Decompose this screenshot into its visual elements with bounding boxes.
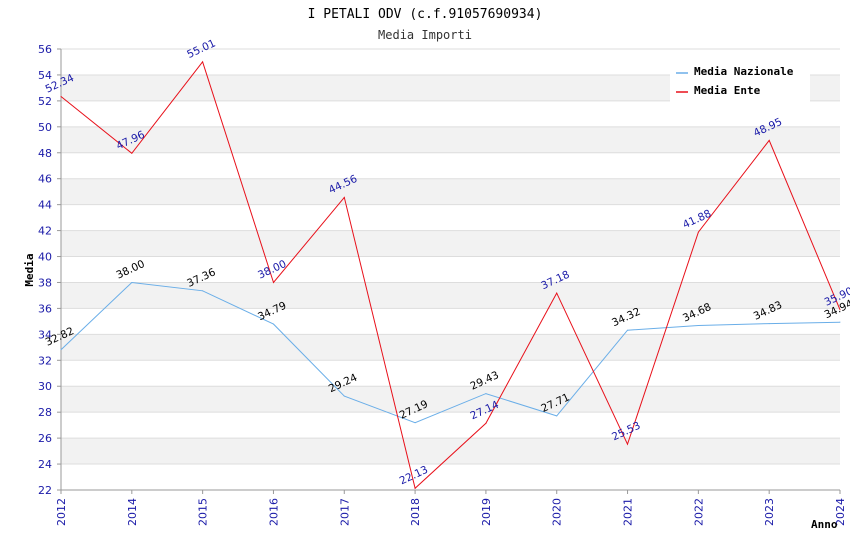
x-tick-label: 2012 [55,498,68,526]
series-line-media-ente [60,60,841,490]
y-tick-label: 38 [38,276,52,289]
y-tick-label: 40 [38,251,52,264]
data-point [485,422,487,424]
data-point [839,309,841,311]
x-tick-label: 2014 [126,498,139,526]
legend: Media Nazionale Media Ente [670,60,810,102]
plot-band [61,178,840,205]
data-point [343,196,345,198]
data-point [697,231,699,233]
x-tick-label: 2017 [338,498,351,526]
plot-band [61,126,840,153]
y-tick-label: 30 [38,380,52,393]
y-axis-label: Media [23,253,36,286]
chart-title: I PETALI ODV (c.f.91057690934) [308,7,543,22]
y-tick-label: 32 [38,354,52,367]
plot-band [61,256,840,283]
x-tick-label: 2019 [480,498,493,526]
x-tick-label: 2016 [267,498,280,526]
plot-band [61,204,840,231]
plot-band [61,308,840,335]
plot-band [61,412,840,439]
data-point [131,281,133,283]
y-tick-label: 46 [38,173,52,186]
data-point [60,95,62,97]
plot-band [61,438,840,465]
plot-bands [61,49,840,490]
data-point [131,152,133,154]
data-point [272,323,274,325]
data-point [60,349,62,351]
x-axis-ticks: 2012 2014 2015 2016 2017 2018 2019 2020 2021 2022… [55,490,847,526]
data-point [202,290,204,292]
data-point [556,415,558,417]
plot-band [61,152,840,179]
x-tick-label: 2021 [622,498,635,526]
data-point [485,393,487,395]
y-axis-ticks: 22 24 26 28 30 32 34 36 38 40 42 44 46 48 50 52 54 56 [38,43,61,497]
y-tick-label: 42 [38,225,52,238]
y-tick-label: 56 [38,43,52,56]
data-point [343,395,345,397]
legend-label-media-nazionale: Media Nazionale [694,65,794,78]
y-tick-label: 50 [38,121,52,134]
y-tick-label: 34 [38,328,52,341]
y-tick-label: 22 [38,484,52,497]
y-tick-label: 26 [38,432,52,445]
plot-band [61,334,840,361]
series-lines [60,60,841,490]
y-tick-label: 44 [38,199,52,212]
plot-band [61,282,840,309]
plot-band [61,360,840,387]
legend-box [670,60,810,102]
x-tick-label: 2023 [763,498,776,526]
chart-subtitle: Media Importi [378,28,472,42]
data-point [414,422,416,424]
data-point [272,281,274,283]
y-tick-label: 24 [38,458,52,471]
y-tick-label: 48 [38,147,52,160]
y-tick-label: 52 [38,95,52,108]
y-tick-label: 54 [38,69,52,82]
data-point [556,292,558,294]
series-line-media-nazionale [60,281,841,424]
data-point [768,323,770,325]
x-tick-label: 2020 [551,498,564,526]
x-tick-label: 2015 [197,498,210,526]
x-tick-label: 2022 [692,498,705,526]
plot-band [61,464,840,490]
y-tick-label: 28 [38,406,52,419]
data-point [627,443,629,445]
plot-band [61,100,840,127]
data-point [768,139,770,141]
data-point [202,61,204,63]
x-tick-label: 2024 [834,498,847,526]
data-point [697,325,699,327]
data-point [839,321,841,323]
data-point [414,487,416,489]
legend-label-media-ente: Media Ente [694,84,761,97]
x-tick-label: 2018 [409,498,422,526]
x-axis-label: Anno [811,518,838,531]
y-tick-label: 36 [38,302,52,315]
data-point [627,329,629,331]
plot-band [61,230,840,257]
